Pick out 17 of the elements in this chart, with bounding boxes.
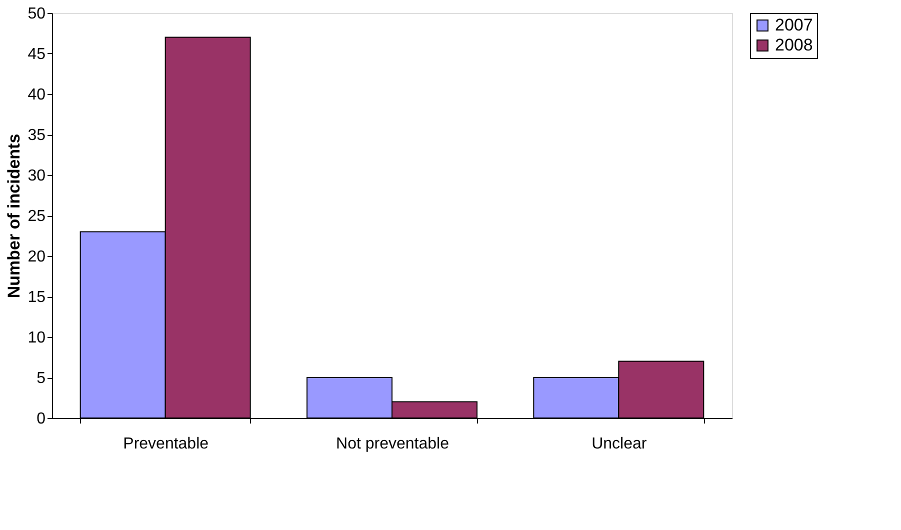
- y-tick-label: 15: [28, 289, 46, 306]
- x-tick-label: Not preventable: [336, 436, 450, 452]
- legend-label: 2007: [775, 16, 813, 34]
- y-axis-title: Number of incidents: [4, 134, 24, 298]
- x-tick-label: Preventable: [123, 436, 209, 452]
- y-tick-label: 5: [36, 370, 46, 387]
- y-tick-label: 20: [28, 248, 46, 266]
- y-tick-label: 30: [28, 168, 46, 184]
- y-tick-label: 25: [28, 208, 46, 225]
- y-tick-label: 40: [28, 86, 46, 104]
- y-tick-label: 35: [28, 127, 46, 144]
- y-tick-label: 0: [36, 410, 46, 428]
- legend-label: 2008: [775, 36, 813, 54]
- x-tick-label: Unclear: [592, 436, 648, 452]
- y-tick-label: 50: [28, 6, 46, 22]
- y-tick-label: 45: [28, 46, 46, 63]
- y-tick-label: 10: [28, 330, 46, 346]
